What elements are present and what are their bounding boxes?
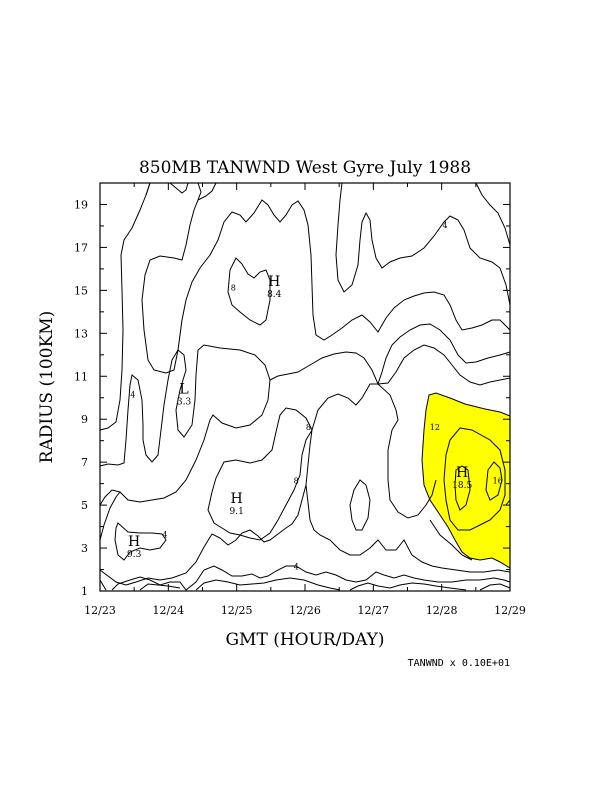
x-tick-label: 12/28 [426,604,458,617]
x-tick-label: 12/27 [357,604,389,617]
extremum-h: H18.5 [452,465,472,491]
extremum-value: 9.1 [230,507,244,517]
extremum-value: 3.3 [177,397,192,407]
highlight-region [421,392,511,569]
y-tick-label: 13 [74,327,88,340]
x-tick-label: 12/23 [84,604,116,617]
y-tick-label: 7 [81,456,88,469]
extremum-letter: H [231,491,243,507]
extremum-letter: H [456,465,468,481]
contour-value-label: 12 [430,423,440,432]
contour-lines [99,182,511,591]
x-tick-label: 12/25 [221,604,253,617]
contour-value-label: 4 [162,530,167,539]
extremum-value: 18.5 [452,481,472,491]
extremum-letter: H [268,274,280,290]
contour-value-label: 16 [493,477,503,486]
x-tick-label: 12/24 [152,604,184,617]
y-tick-label: 3 [81,542,88,555]
y-tick-label: 5 [81,499,88,512]
extremum-h: H9.3 [127,534,142,560]
x-tick-label: 12/26 [289,604,321,617]
x-tick-label: 12/29 [494,604,526,617]
scale-note: TANWND x 0.10E+01 [408,658,510,669]
y-axis-label: RADIUS (100KM) [37,311,57,464]
contour-value-label: 8 [231,283,236,292]
contour-labels: 8 4 4 8 8 4 12 4 16 [130,221,503,571]
extremum-value: 8.4 [267,290,282,300]
extremum-letter: H [128,534,140,550]
extremum-letter: L [179,381,188,397]
extremum-h: H9.1 [230,491,244,517]
chart-title: 850MB TANWND West Gyre July 1988 [139,158,471,178]
x-axis-label: GMT (HOUR/DAY) [225,630,384,650]
contour-value-label: 4 [443,221,448,230]
extremum-l: L3.3 [177,381,192,407]
contour-value-label: 4 [130,391,135,400]
y-tick-label: 17 [74,241,88,254]
extremum-h: H8.4 [267,274,282,300]
y-tick-label: 1 [81,585,88,598]
contour-value-label: 8 [294,477,299,486]
y-tick-label: 11 [74,370,88,383]
extremum-value: 9.3 [127,550,142,560]
y-tick-label: 9 [81,413,88,426]
contour-value-label: 4 [294,563,299,572]
y-tick-label: 15 [74,284,88,297]
y-tick-label: 19 [74,198,88,211]
x-axis-ticks: 12/23 12/24 12/25 12/26 12/27 12/28 12/29 [84,183,526,617]
contour-value-label: 8 [306,423,311,432]
